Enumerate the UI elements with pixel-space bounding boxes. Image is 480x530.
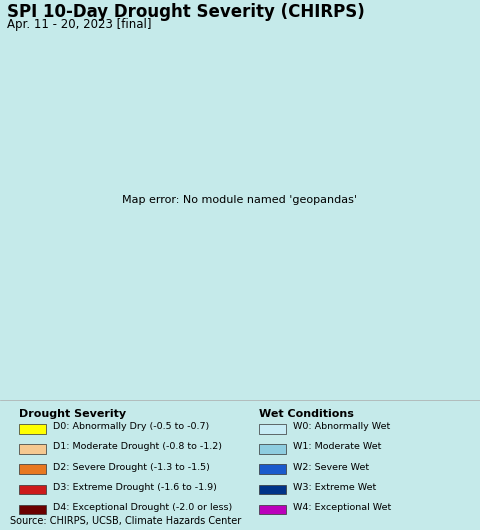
Bar [259,444,286,454]
Bar [259,424,286,434]
Bar [259,505,286,515]
Text: SPI 10-Day Drought Severity (CHIRPS): SPI 10-Day Drought Severity (CHIRPS) [7,3,365,21]
Bar [19,505,46,515]
Text: W2: Severe Wet: W2: Severe Wet [293,463,369,472]
Bar [259,484,286,494]
Text: D4: Exceptional Drought (-2.0 or less): D4: Exceptional Drought (-2.0 or less) [53,503,232,512]
Text: D3: Extreme Drought (-1.6 to -1.9): D3: Extreme Drought (-1.6 to -1.9) [53,483,216,492]
Text: Map error: No module named 'geopandas': Map error: No module named 'geopandas' [122,195,358,205]
Bar [19,444,46,454]
Bar [259,464,286,474]
Bar [19,464,46,474]
Text: Source: CHIRPS, UCSB, Climate Hazards Center: Source: CHIRPS, UCSB, Climate Hazards Ce… [10,516,241,526]
Text: W1: Moderate Wet: W1: Moderate Wet [293,443,381,452]
Text: Drought Severity: Drought Severity [19,409,126,419]
Text: Wet Conditions: Wet Conditions [259,409,354,419]
Bar [19,484,46,494]
Text: D0: Abnormally Dry (-0.5 to -0.7): D0: Abnormally Dry (-0.5 to -0.7) [53,422,209,431]
Text: D2: Severe Drought (-1.3 to -1.5): D2: Severe Drought (-1.3 to -1.5) [53,463,210,472]
Text: D1: Moderate Drought (-0.8 to -1.2): D1: Moderate Drought (-0.8 to -1.2) [53,443,222,452]
Text: Apr. 11 - 20, 2023 [final]: Apr. 11 - 20, 2023 [final] [7,18,152,31]
Text: W3: Extreme Wet: W3: Extreme Wet [293,483,376,492]
Text: W4: Exceptional Wet: W4: Exceptional Wet [293,503,391,512]
Bar [19,424,46,434]
Text: W0: Abnormally Wet: W0: Abnormally Wet [293,422,390,431]
